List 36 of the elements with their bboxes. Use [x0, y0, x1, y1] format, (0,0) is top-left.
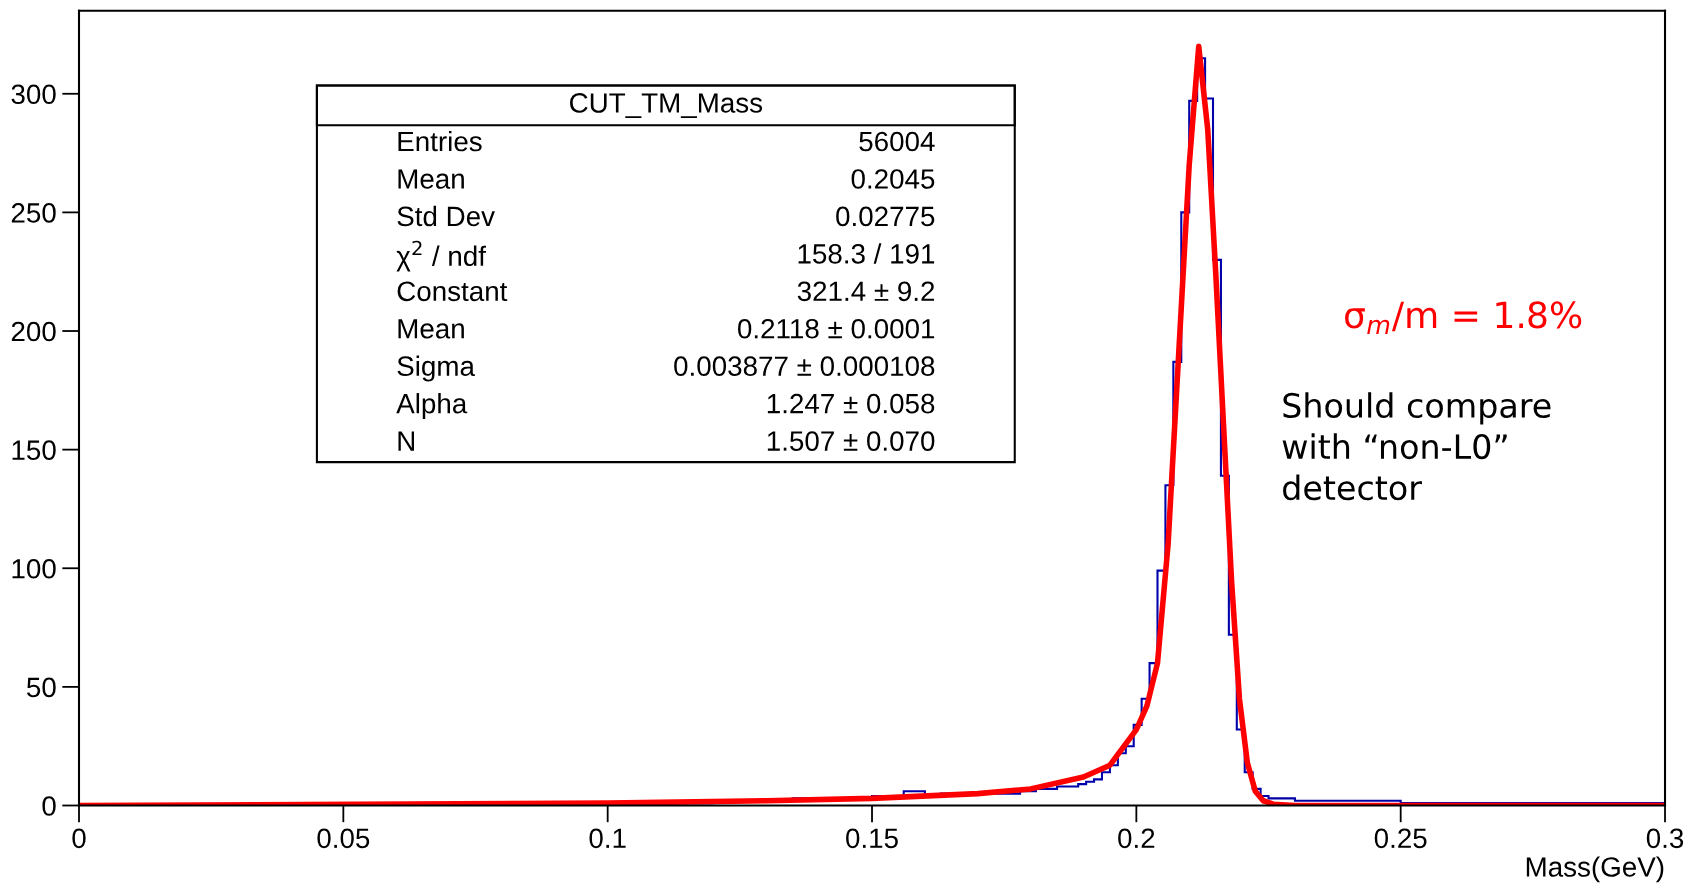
y-tick-label: 300: [11, 84, 56, 105]
y-tick-label: 0: [42, 796, 56, 816]
annotation: 158.3 / 191: [798, 243, 935, 264]
y-tick-label: 100: [12, 558, 56, 579]
annotation: Should compare with “non-L0” detector: [1282, 392, 1551, 501]
annotation: Constant: [397, 281, 508, 302]
annotation: 0.2045: [851, 169, 935, 189]
annotation: 321.4 ± 9.2: [797, 281, 935, 302]
annotation: CUT_TM_Mass: [570, 93, 763, 119]
annotation: χ$^{2}$ / ndf: [396, 240, 486, 272]
annotation: 1.247 ± 0.058: [767, 393, 935, 414]
x-tick-label: 0.3: [1646, 828, 1684, 849]
x-axis-title: Mass(GeV): [1526, 856, 1664, 883]
annotation: Mean: [398, 169, 464, 189]
y-tick-label: 250: [11, 203, 56, 223]
annotation: σ$_{m}$/m = 1.8%: [1345, 301, 1582, 334]
annotation: 1.507 ± 0.070: [767, 431, 935, 451]
y-tick-label: 200: [11, 321, 56, 342]
annotation: N: [398, 431, 414, 451]
annotation: Sigma: [397, 355, 475, 382]
x-tick-label: 0.1: [589, 828, 626, 849]
annotation: 0.2118 ± 0.0001: [738, 318, 935, 339]
annotation: 0.003877 ± 0.000108: [674, 356, 935, 377]
annotation: Std Dev: [397, 205, 495, 227]
annotation: Alpha: [396, 393, 468, 419]
y-tick-label: 50: [27, 677, 56, 698]
annotation: 0.02775: [836, 206, 935, 227]
y-tick-label: 150: [12, 440, 56, 460]
x-tick-label: 0.15: [846, 828, 898, 849]
x-tick-label: 0.25: [1374, 828, 1427, 849]
x-tick-label: 0: [72, 828, 86, 849]
x-tick-label: 0.05: [317, 828, 370, 849]
annotation: Mean: [398, 319, 464, 339]
x-tick-label: 0.2: [1118, 828, 1155, 849]
annotation: Entries: [398, 130, 482, 152]
annotation: 56004: [859, 131, 935, 152]
